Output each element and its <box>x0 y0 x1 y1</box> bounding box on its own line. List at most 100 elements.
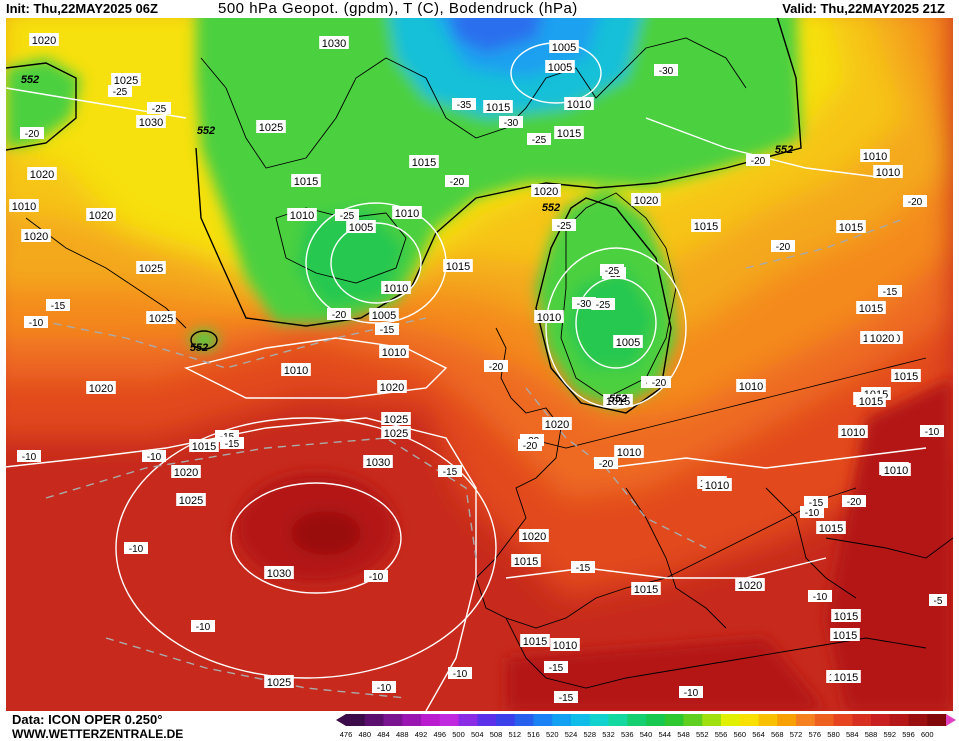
pressure-label-text: 1015 <box>859 396 883 408</box>
pressure-label-bg <box>860 149 890 162</box>
pressure-label-text: 1015 <box>819 523 843 535</box>
pressure-label: 1015 <box>554 126 584 140</box>
temperature-label-bg <box>903 195 927 207</box>
gpdm-552-label: 552 <box>21 74 39 86</box>
pressure-label-bg <box>542 417 572 430</box>
temperature-label-text: -20 <box>25 129 40 140</box>
pressure-label-bg <box>21 229 51 242</box>
temperature-label-text: -10 <box>377 683 392 694</box>
temperature-label-text: -30 <box>659 66 674 77</box>
temperature-label-bg <box>20 127 44 139</box>
pressure-label-text: 1015 <box>833 630 857 642</box>
temperature-label-text: -30 <box>577 299 592 310</box>
pressure-label-bg <box>256 120 286 133</box>
temperature-label: -15 <box>220 437 244 450</box>
temperature-label-bg <box>572 297 596 309</box>
temperature-label-text: -25 <box>532 135 547 146</box>
pressure-label: 1005 <box>613 335 643 349</box>
temperature-label: -35 <box>452 98 476 111</box>
pressure-label: 1025 <box>381 412 411 426</box>
map-footer: Data: ICON OPER 0.250° WWW.WETTERZENTRAL… <box>0 711 959 741</box>
coast-africa <box>505 617 927 689</box>
pressure-label-bg <box>603 394 633 407</box>
pressure-label: 1010 <box>381 281 411 295</box>
pressure-label-text: 1020 <box>30 169 54 181</box>
pressure-label: 1010 <box>392 206 422 220</box>
pressure-label: 1020 <box>86 381 116 395</box>
field-low-iceland <box>296 208 406 308</box>
pressure-label-bg <box>287 208 317 221</box>
pressure-label-bg <box>9 199 39 212</box>
pressure-label: 1015 <box>631 582 661 596</box>
colorbar-tick-label: 492 <box>414 730 428 739</box>
gpdm-552-label: 552 <box>542 202 560 214</box>
pressure-label-text: 1010 <box>567 99 591 111</box>
pressure-label-bg <box>381 426 411 439</box>
colorbar-segment <box>852 714 872 726</box>
coast-iceland-area <box>275 207 407 284</box>
temperature-label: -25 <box>147 102 171 115</box>
coast-europe-west <box>475 327 857 629</box>
pressure-label-text: 1010 <box>537 312 561 324</box>
pressure-label-bg <box>369 308 399 321</box>
pressure-label-text: 1005 <box>548 62 572 74</box>
pressure-label: 1015 <box>830 628 860 642</box>
pressure-label: 1030 <box>136 115 166 129</box>
gpdm-552-label: 552 <box>197 125 215 137</box>
temperature-label-bg <box>527 133 551 145</box>
pressure-label-bg <box>736 379 766 392</box>
pressure-label: 1010 <box>9 199 39 213</box>
colorbar-segment <box>346 714 366 726</box>
pressure-label-text: 1015 <box>523 636 547 648</box>
isobar-1030-high <box>230 482 402 594</box>
colorbar-tick-label: 540 <box>639 730 653 739</box>
temperature-label-text: -30 <box>504 118 519 129</box>
temperature-label: -10 <box>679 686 703 699</box>
colorbar-segment <box>496 714 516 726</box>
colorbar-tick-label: 484 <box>377 730 390 739</box>
temperature-label: -20 <box>20 127 44 140</box>
temperature-label-bg <box>594 457 618 469</box>
temperature-label-text: -10 <box>805 508 820 519</box>
temperature-labels: -25-25-20-25-20-15-10-10-15-10-10-10-10-… <box>17 64 947 704</box>
temperature-label: -10 <box>17 450 41 463</box>
pressure-label: 1015 <box>856 394 886 408</box>
temperature-label: -20 <box>445 175 469 188</box>
pressure-label-bg <box>27 167 57 180</box>
pressure-label-text: 1020 <box>89 210 113 222</box>
temperature-label-text: -25 <box>340 211 355 222</box>
pressure-label-text: 1025 <box>114 75 138 87</box>
temperature-label-text: -10 <box>147 452 162 463</box>
colorbar-arrow-left <box>336 714 346 726</box>
temperature-label: -10 <box>448 667 472 680</box>
temperature-label-text: -20 <box>847 497 862 508</box>
pressure-label-text: 1005 <box>372 310 396 322</box>
temperature-label: -20 <box>594 457 618 470</box>
pressure-label-text: 1015 <box>557 128 581 140</box>
pressure-label: 1015 <box>520 634 550 648</box>
temperature-label-bg <box>591 298 615 310</box>
colorbar-segment <box>608 714 628 726</box>
colorbar-tick-label: 580 <box>827 730 840 739</box>
pressure-label-text: 1025 <box>259 122 283 134</box>
pressure-label-bg <box>549 40 579 53</box>
temperature-label-bg <box>191 620 215 632</box>
pressure-label: 1010 <box>736 379 766 393</box>
colorbar-tick-label: 564 <box>752 730 765 739</box>
temperature-label-text: -5 <box>934 596 943 607</box>
temperature-label-text: -20 <box>776 242 791 253</box>
pressure-label-text: 1010 <box>841 427 865 439</box>
colorbar-tick-label: 508 <box>489 730 503 739</box>
temperature-label: -25 <box>527 133 551 146</box>
weather-map: 1020 1030 1025 1030 1025 1020 1010 1020 1025 1025… <box>6 18 953 711</box>
pressure-label-bg <box>346 220 376 233</box>
gpdm-552-label: 552 <box>609 393 627 405</box>
temperature-label-text: -10 <box>925 427 940 438</box>
pressure-label-bg <box>614 445 644 458</box>
pressure-label: 1010 <box>550 638 580 652</box>
border-central-europe <box>525 357 927 449</box>
pressure-label-text: 1015 <box>834 672 858 684</box>
temperature-label-text: -10 <box>369 572 384 583</box>
temperature-label-text: -35 <box>457 100 472 111</box>
pressure-label-bg <box>377 380 407 393</box>
